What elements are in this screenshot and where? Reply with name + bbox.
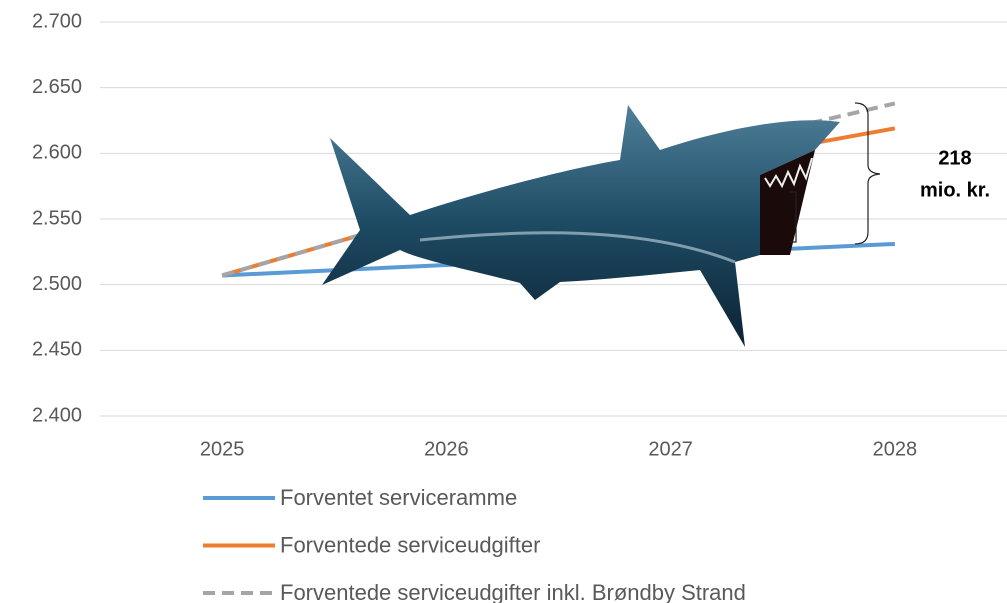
y-tick-label: 2.700 — [32, 10, 82, 32]
y-tick-label: 2.450 — [32, 339, 82, 361]
x-tick-label: 2026 — [424, 438, 469, 460]
brackets — [790, 102, 881, 245]
y-tick-label: 2.650 — [32, 76, 82, 98]
x-tick-label: 2025 — [200, 438, 245, 460]
annotation: 218 — [938, 147, 971, 169]
x-tick-label: 2028 — [873, 438, 918, 460]
legend-label: Forventede serviceudgifter inkl. Brøndby… — [280, 580, 746, 603]
y-tick-label: 2.400 — [32, 404, 82, 426]
y-tick-label: 2.500 — [32, 273, 82, 295]
legend-label: Forventet serviceramme — [280, 485, 517, 510]
legend-label: Forventede serviceudgifter — [280, 532, 540, 557]
y-tick-label: 2.550 — [32, 207, 82, 229]
legend: Forventet serviceramme Forventede service… — [203, 485, 746, 603]
x-tick-label: 2027 — [648, 438, 693, 460]
shark-illustration — [322, 105, 840, 347]
annotation: mio. kr. — [920, 179, 990, 201]
y-tick-label: 2.600 — [32, 142, 82, 164]
